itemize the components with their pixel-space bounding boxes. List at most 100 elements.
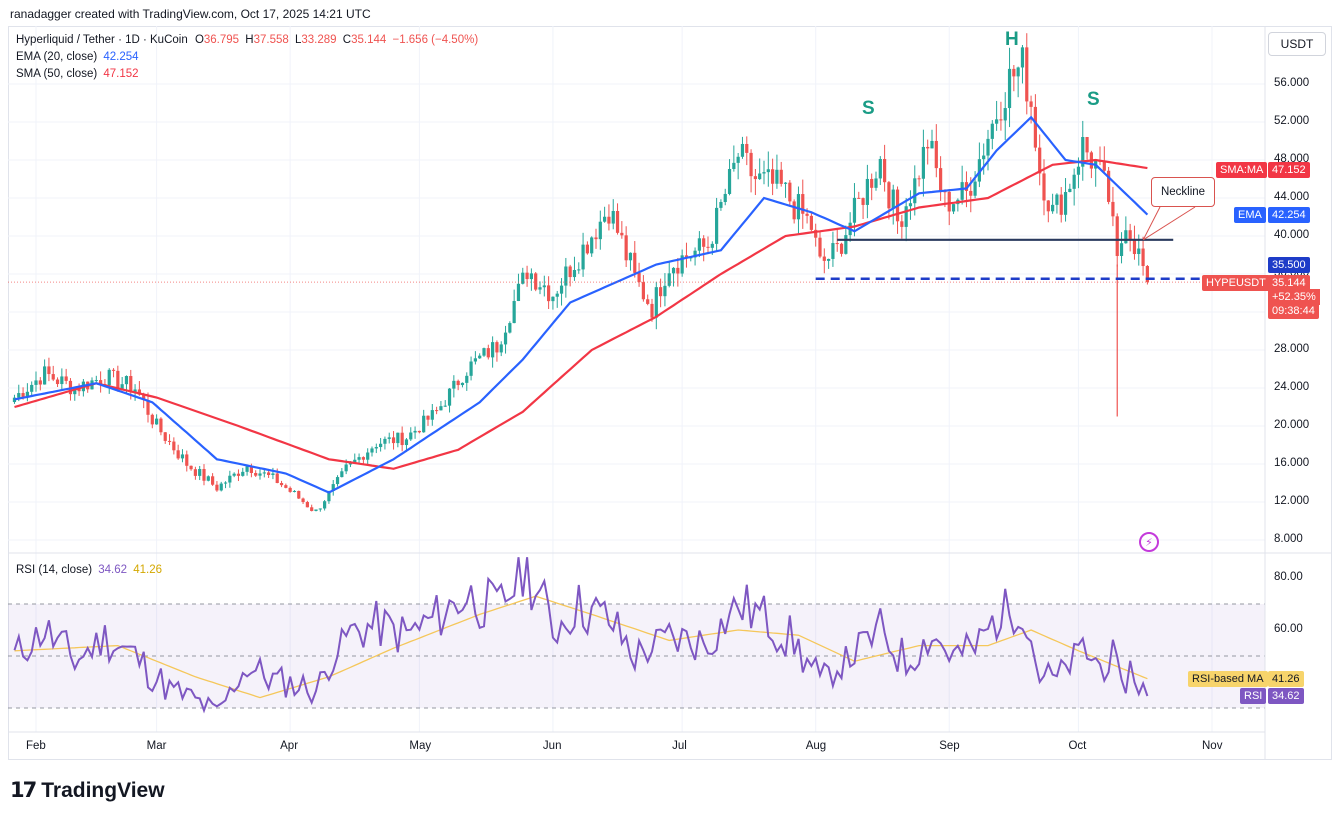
bar-countdown-tag: 09:38:44: [1268, 303, 1319, 319]
candle-body: [219, 483, 223, 491]
candle-body: [594, 237, 598, 240]
candle-body: [926, 146, 930, 149]
candle-body: [180, 454, 185, 459]
legend-rsi-row[interactable]: RSI (14, close) 34.62 41.26: [16, 564, 162, 576]
candle-body: [447, 388, 452, 406]
candle-body: [267, 472, 271, 475]
candle-body: [25, 391, 29, 398]
sma-legend-label: SMA (50, close): [16, 68, 98, 80]
candle-body: [465, 375, 469, 383]
candle-body: [939, 168, 943, 192]
candle-body: [559, 285, 564, 294]
candle-body: [129, 376, 133, 393]
candle-body: [723, 193, 727, 203]
ohlc-low: 33.289: [301, 34, 337, 46]
candle-body: [792, 201, 796, 220]
ema-legend-label: EMA (20, close): [16, 51, 98, 63]
candle-body: [460, 382, 465, 386]
candle-body: [193, 469, 197, 476]
candle-body: [538, 287, 542, 290]
candle-body: [202, 468, 206, 481]
candle-body: [409, 432, 413, 440]
candle-body: [775, 169, 779, 184]
candle-body: [374, 447, 378, 449]
candle-body: [930, 140, 934, 149]
candle-body: [870, 178, 874, 188]
candle-body: [1055, 194, 1059, 205]
candle-body: [17, 393, 21, 398]
month-label: Jun: [542, 740, 562, 752]
price-tick-label: 44.000: [1274, 191, 1310, 203]
candle-body: [43, 366, 47, 385]
candle-body: [525, 272, 529, 280]
candle-body: [551, 296, 555, 302]
rsi-tick-label: 80.00: [1274, 571, 1303, 583]
neckline-pointer: [1142, 206, 1196, 241]
last-price-tag: 35.144: [1268, 275, 1310, 291]
candle-body: [77, 388, 81, 392]
candle-body: [603, 216, 607, 222]
candle-body: [585, 244, 589, 254]
candle-body: [469, 361, 473, 376]
candle-body: [331, 484, 335, 491]
candle-body: [762, 172, 766, 174]
candle-body: [951, 204, 956, 212]
candle-body: [318, 508, 322, 510]
candle-body: [839, 243, 844, 254]
candle-body: [758, 173, 762, 180]
candle-body: [887, 182, 891, 209]
candle-body: [568, 266, 572, 278]
candle-body: [788, 182, 792, 202]
candle-body: [740, 143, 745, 157]
candle-body: [249, 466, 253, 473]
candle-body: [1007, 68, 1012, 109]
currency-selector[interactable]: USDT: [1268, 32, 1326, 56]
candle-body: [1051, 204, 1055, 212]
candle-body: [637, 272, 641, 283]
candle-body: [258, 473, 262, 476]
candle-body: [727, 168, 732, 194]
candle-body: [167, 440, 172, 442]
candle-body: [1128, 230, 1132, 239]
candle-body: [215, 484, 219, 491]
candle-body: [999, 119, 1003, 121]
candle-body: [917, 178, 921, 180]
candle-body: [1124, 230, 1128, 244]
candle-body: [783, 182, 788, 184]
change-pct-tag: +52.35%: [1268, 289, 1320, 305]
month-label: Jul: [672, 740, 687, 752]
candle-body: [874, 178, 878, 188]
brand-name: TradingView: [41, 778, 165, 802]
candle-body: [34, 380, 38, 385]
ema-20-line: [14, 115, 1149, 494]
candle-body: [439, 406, 443, 411]
candle-body: [435, 410, 439, 412]
candle-body: [340, 471, 344, 478]
tradingview-logo[interactable]: 𝟭𝟳 TradingView: [10, 778, 165, 803]
month-label: Feb: [26, 740, 46, 752]
candle-body: [913, 178, 917, 204]
candle-body: [228, 475, 232, 483]
symbol-name[interactable]: Hyperliquid / Tether · 1D · KuCoin: [16, 34, 188, 46]
legend-ema-row[interactable]: EMA (20, close) 42.254: [16, 51, 139, 63]
candle-body: [482, 348, 486, 356]
candle-body: [99, 380, 103, 385]
candle-body: [590, 237, 594, 254]
candle-body: [969, 190, 973, 196]
rsi-ma-legend-value: 41.26: [133, 564, 163, 576]
candle-body: [486, 348, 490, 358]
rsi-ma-axis-tag-label: RSI-based MA: [1188, 671, 1268, 687]
candle-body: [1003, 108, 1007, 121]
rsi-legend-value: 34.62: [98, 564, 128, 576]
candle-body: [503, 332, 508, 345]
legend-sma-row[interactable]: SMA (50, close) 47.152: [16, 68, 139, 80]
candle-body: [491, 342, 495, 358]
rsi-axis-tag-label: RSI: [1240, 688, 1267, 704]
price-tick-label: 20.000: [1274, 419, 1310, 431]
candle-body: [977, 159, 981, 182]
candle-body: [163, 432, 167, 441]
lightning-icon[interactable]: ⚡: [1139, 532, 1159, 552]
candle-body: [852, 197, 857, 223]
candle-body: [542, 285, 546, 288]
